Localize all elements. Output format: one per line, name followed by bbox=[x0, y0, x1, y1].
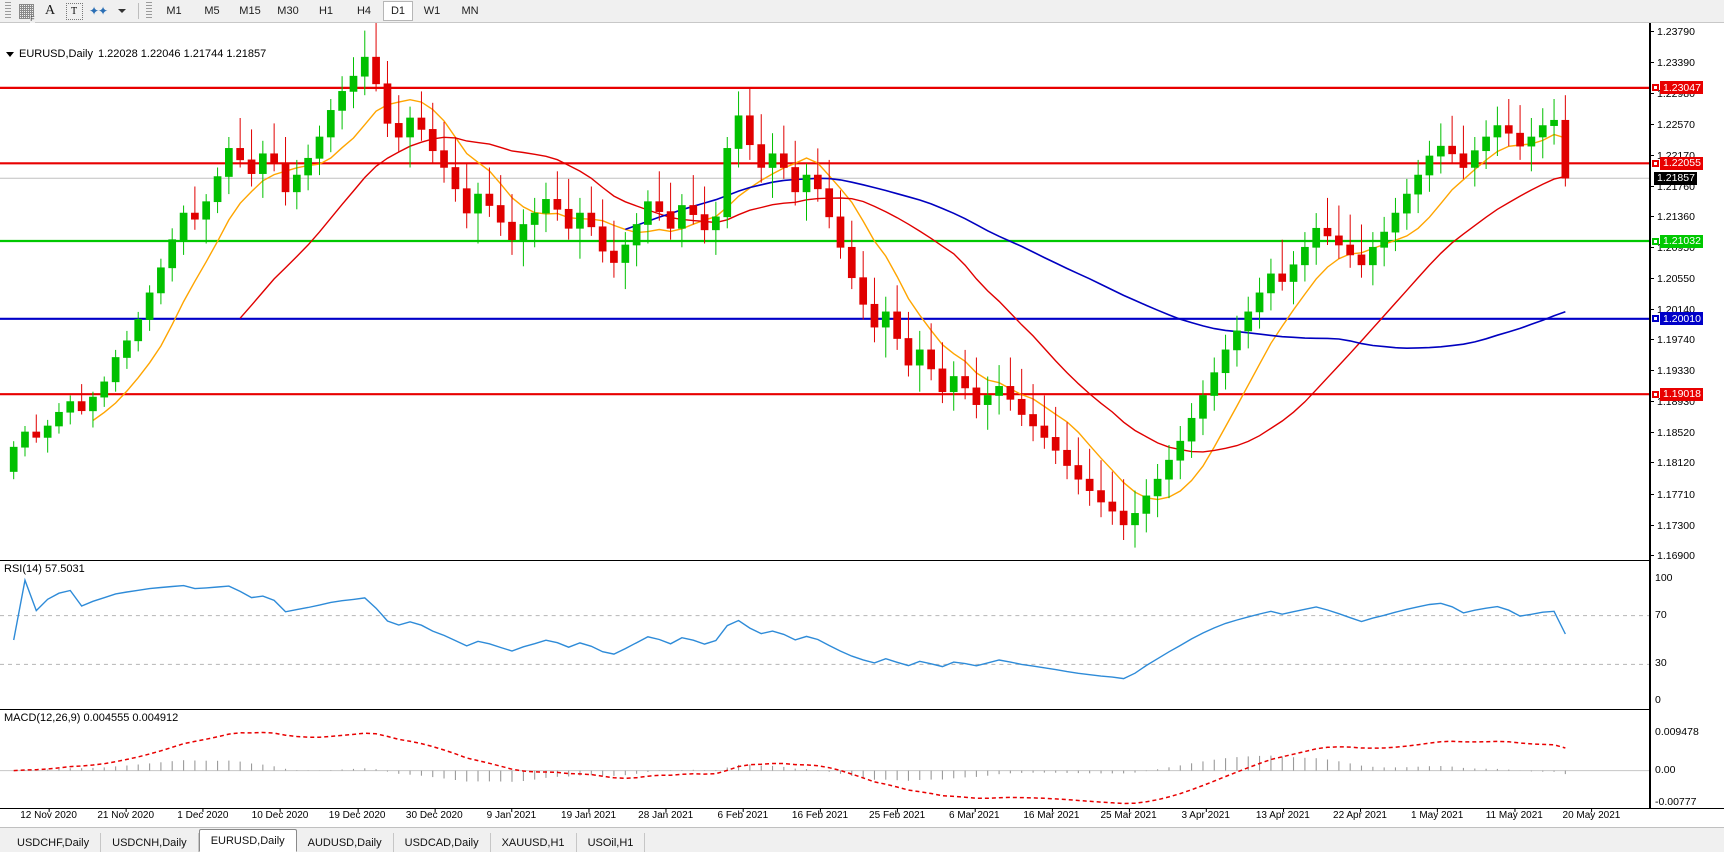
toolbar-grip[interactable] bbox=[5, 2, 11, 20]
chart-tab-usoil-h1[interactable]: USOil,H1 bbox=[577, 833, 646, 852]
timeframe-d1[interactable]: D1 bbox=[383, 1, 413, 21]
chart-tab-usdcad-daily[interactable]: USDCAD,Daily bbox=[394, 833, 491, 852]
price-level-badge[interactable]: 1.21032 bbox=[1660, 234, 1703, 248]
date-axis-tick: 6 Feb 2021 bbox=[717, 809, 769, 821]
toolbar-divider bbox=[138, 3, 139, 19]
chart-symbol-header: EURUSD,Daily 1.22028 1.22046 1.21744 1.2… bbox=[6, 48, 266, 60]
timeframe-h4[interactable]: H4 bbox=[356, 5, 372, 17]
macd-axis-tick: 0.009478 bbox=[1655, 725, 1699, 738]
macd-axis-tick: -0.00777 bbox=[1655, 796, 1697, 809]
price-level-badge[interactable]: 1.20010 bbox=[1660, 312, 1703, 326]
chart-tab-eurusd-daily[interactable]: EURUSD,Daily bbox=[198, 829, 297, 852]
timeframe-m1[interactable]: M1 bbox=[166, 5, 182, 17]
price-axis-tick: 1.18520 bbox=[1650, 427, 1724, 439]
rsi-axis-tick: 70 bbox=[1655, 608, 1667, 621]
crosshair-f-icon[interactable] bbox=[14, 1, 38, 23]
date-axis-tick: 13 Apr 2021 bbox=[1255, 809, 1310, 821]
objects-dropdown-caret-icon[interactable] bbox=[110, 1, 134, 21]
price-level-badge[interactable]: 1.23047 bbox=[1660, 81, 1703, 95]
date-axis-tick: 28 Jan 2021 bbox=[638, 809, 694, 821]
date-axis-tick: 16 Feb 2021 bbox=[791, 809, 849, 821]
rsi-pane[interactable] bbox=[0, 560, 1649, 709]
price-level-handle[interactable] bbox=[1652, 237, 1659, 245]
chart-tab-audusd-daily[interactable]: AUDUSD,Daily bbox=[297, 833, 394, 852]
macd-label: MACD(12,26,9) 0.004555 0.004912 bbox=[4, 712, 179, 724]
date-axis-tick: 12 Nov 2020 bbox=[20, 809, 77, 821]
timeframe-grip[interactable] bbox=[146, 2, 152, 20]
price-axis-tick: 1.21360 bbox=[1650, 211, 1724, 223]
rsi-axis-tick: 30 bbox=[1655, 657, 1667, 670]
date-axis-tick: 19 Jan 2021 bbox=[561, 809, 617, 821]
chart-toolbar: A T ✦✦ M1 M5 M15 M30 H1 H4 D1 W1 MN bbox=[0, 0, 1724, 23]
price-level-handle[interactable] bbox=[1652, 390, 1659, 398]
text-label-icon[interactable]: A bbox=[44, 3, 56, 18]
price-level-badge[interactable]: 1.21857 bbox=[1654, 171, 1697, 185]
price-axis-tick: 1.17300 bbox=[1650, 520, 1724, 532]
date-axis-tick: 1 Dec 2020 bbox=[177, 809, 229, 821]
timeframe-mn[interactable]: MN bbox=[461, 5, 479, 17]
text-box-icon[interactable]: T bbox=[62, 1, 86, 21]
price-axis-tick: 1.20550 bbox=[1650, 273, 1724, 285]
price-axis-tick: 1.23390 bbox=[1650, 57, 1724, 69]
chart-tab-xauusd-h1[interactable]: XAUUSD,H1 bbox=[491, 833, 577, 852]
price-level-badge[interactable]: 1.19018 bbox=[1660, 387, 1703, 401]
date-axis-tick: 11 May 2021 bbox=[1485, 809, 1543, 821]
date-axis-tick: 1 May 2021 bbox=[1411, 809, 1464, 821]
date-axis-tick: 20 May 2021 bbox=[1562, 809, 1621, 821]
price-level-handle[interactable] bbox=[1652, 84, 1659, 92]
price-axis-line bbox=[1650, 23, 1651, 808]
chart-tab-bar: USDCHF,Daily USDCNH,Daily EURUSD,Daily AUDU… bbox=[0, 827, 1724, 852]
price-axis-tick: 1.18120 bbox=[1650, 457, 1724, 469]
date-axis-tick: 25 Feb 2021 bbox=[869, 809, 926, 821]
date-axis[interactable]: 12 Nov 2020 21 Nov 2020 1 Dec 2020 10 Dec 2… bbox=[0, 808, 1724, 827]
timeframe-h1[interactable]: H1 bbox=[318, 5, 334, 17]
chart-symbol-period: EURUSD,Daily bbox=[19, 48, 93, 60]
price-level-badge[interactable]: 1.22055 bbox=[1660, 156, 1703, 170]
price-pane[interactable] bbox=[0, 23, 1649, 559]
date-axis-tick: 25 Mar 2021 bbox=[1100, 809, 1157, 821]
timeframe-m5[interactable]: M5 bbox=[204, 5, 220, 17]
rsi-axis-tick: 0 bbox=[1655, 694, 1661, 706]
date-axis-tick: 19 Dec 2020 bbox=[328, 809, 386, 821]
price-level-handle[interactable] bbox=[1652, 315, 1659, 323]
date-axis-tick: 6 Mar 2021 bbox=[948, 809, 1000, 821]
chart-panes[interactable]: EURUSD,Daily 1.22028 1.22046 1.21744 1.2… bbox=[0, 23, 1650, 822]
chart-ohlc-values: 1.22028 1.22046 1.21744 1.21857 bbox=[97, 48, 267, 60]
price-axis[interactable]: 1.237901.233901.229801.225701.221701.217… bbox=[1650, 23, 1724, 808]
date-axis-tick: 30 Dec 2020 bbox=[405, 809, 463, 821]
date-axis-tick: 10 Dec 2020 bbox=[251, 809, 309, 821]
macd-axis-tick: 0.00 bbox=[1655, 763, 1676, 776]
date-axis-tick: 9 Jan 2021 bbox=[486, 809, 537, 821]
rsi-label: RSI(14) 57.5031 bbox=[4, 563, 85, 575]
price-axis-tick: 1.22570 bbox=[1650, 119, 1724, 131]
price-axis-tick: 1.16900 bbox=[1650, 550, 1724, 562]
date-axis-tick: 3 Apr 2021 bbox=[1181, 809, 1230, 821]
chart-tab-usdcnh-daily[interactable]: USDCNH,Daily bbox=[101, 833, 199, 852]
date-axis-tick: 22 Apr 2021 bbox=[1333, 809, 1387, 821]
timeframe-m15[interactable]: M15 bbox=[239, 5, 261, 17]
price-level-handle[interactable] bbox=[1652, 159, 1659, 167]
chart-tab-usdchf-daily[interactable]: USDCHF,Daily bbox=[6, 833, 102, 852]
price-axis-tick: 1.19740 bbox=[1650, 334, 1724, 346]
chart-menu-caret-icon[interactable] bbox=[6, 51, 14, 57]
timeframe-m30[interactable]: M30 bbox=[277, 5, 299, 17]
macd-pane[interactable] bbox=[0, 709, 1649, 822]
price-axis-tick: 1.19330 bbox=[1650, 365, 1724, 377]
date-axis-tick: 21 Nov 2020 bbox=[97, 809, 155, 821]
price-axis-tick: 1.17710 bbox=[1650, 489, 1724, 501]
chart-area: EURUSD,Daily 1.22028 1.22046 1.21744 1.2… bbox=[0, 23, 1724, 822]
timeframe-w1[interactable]: W1 bbox=[423, 5, 441, 17]
date-axis-tick: 16 Mar 2021 bbox=[1023, 809, 1080, 821]
price-axis-tick: 1.23790 bbox=[1650, 26, 1724, 38]
objects-icon[interactable]: ✦✦ bbox=[88, 4, 108, 18]
rsi-axis-tick: 100 bbox=[1655, 572, 1673, 584]
